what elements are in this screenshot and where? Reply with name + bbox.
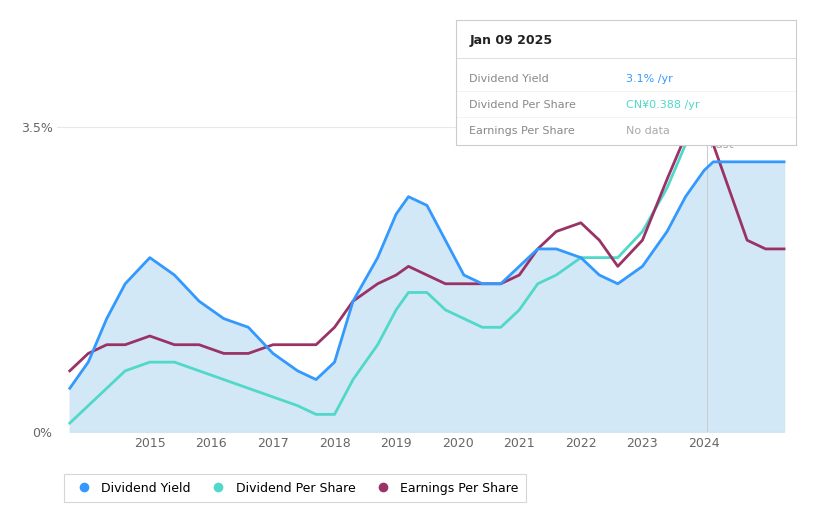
Text: Dividend Yield: Dividend Yield [470, 74, 549, 84]
Text: Jan 09 2025: Jan 09 2025 [470, 34, 553, 47]
Text: No data: No data [626, 126, 670, 136]
Text: Past: Past [710, 138, 735, 151]
Legend: Dividend Yield, Dividend Per Share, Earnings Per Share: Dividend Yield, Dividend Per Share, Earn… [64, 474, 526, 502]
Text: Dividend Per Share: Dividend Per Share [470, 100, 576, 110]
Text: Earnings Per Share: Earnings Per Share [470, 126, 575, 136]
Text: 3.1% /yr: 3.1% /yr [626, 74, 672, 84]
Text: CN¥0.388 /yr: CN¥0.388 /yr [626, 100, 699, 110]
